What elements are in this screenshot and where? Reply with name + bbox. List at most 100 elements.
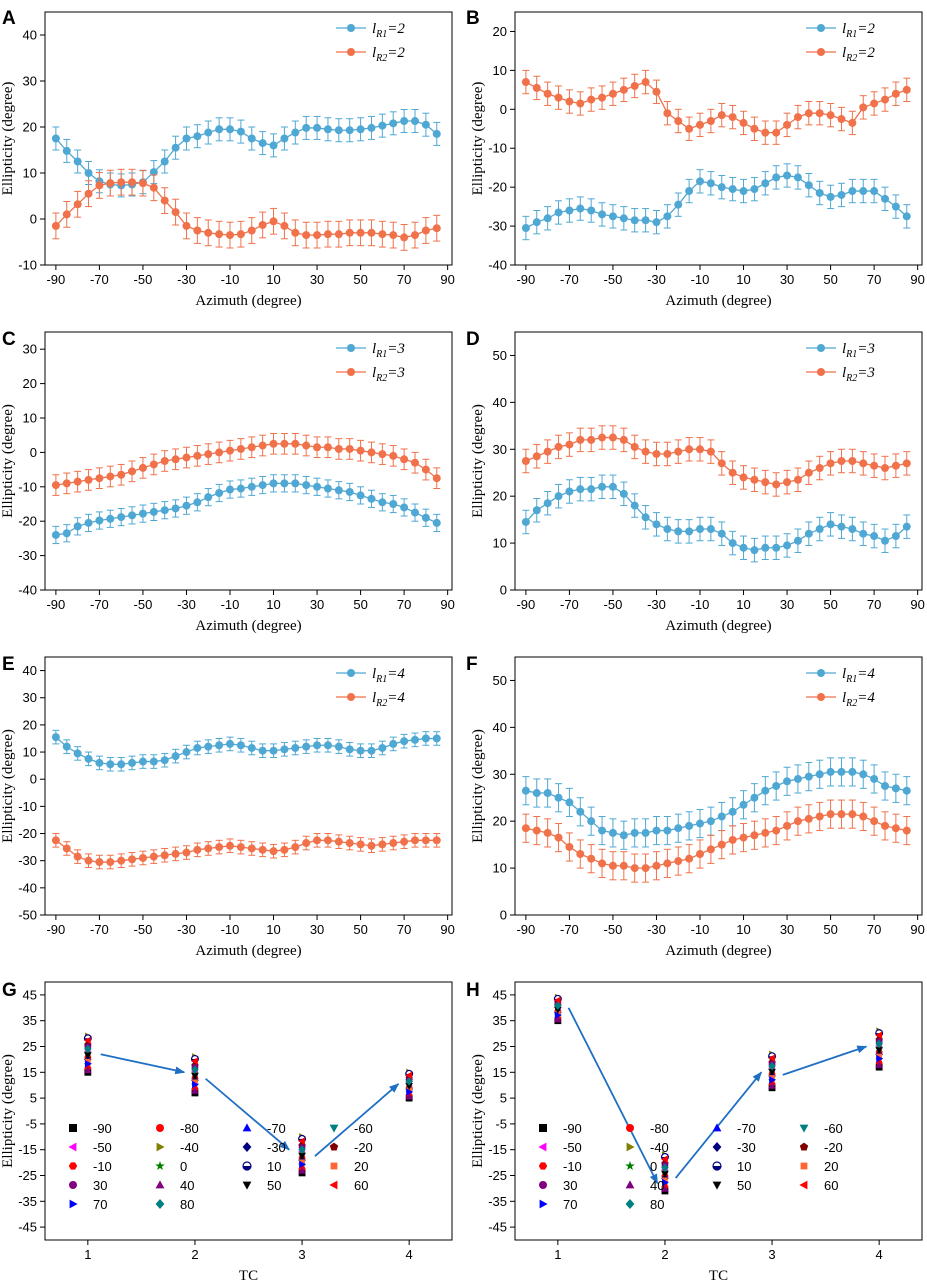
y-tick-label-B: 0	[500, 102, 507, 117]
trend-arrow-H-1	[674, 1071, 763, 1179]
panel-H: H 1 2 3 4 -45 -35 -25 -15 -5 5 15 25 35 45 TC Ellipticit…	[466, 980, 923, 1280]
data-point	[247, 743, 256, 752]
legend-label-A-0: lR1=2	[372, 21, 405, 40]
data-point	[345, 444, 354, 453]
data-point	[565, 487, 574, 496]
data-point	[302, 123, 311, 132]
scatter-point	[661, 1155, 668, 1163]
data-point	[389, 119, 398, 128]
legend-label-F-1: lR2=4	[842, 690, 875, 709]
legend-label-C-1: lR2=3	[372, 365, 405, 384]
data-point	[128, 758, 137, 767]
legend-symbol	[242, 1123, 252, 1132]
y-tick-label-E: -20	[18, 826, 37, 841]
legend-symbol	[625, 1199, 635, 1209]
x-axis-title-E: Azimuth (degree)	[195, 943, 301, 959]
legend-label: -60	[824, 1121, 843, 1136]
data-point	[750, 124, 759, 133]
x-axis-title-B: Azimuth (degree)	[665, 293, 771, 309]
data-point	[51, 733, 60, 742]
legend-label: 40	[180, 1178, 194, 1193]
panel-label-A: A	[2, 8, 16, 29]
data-point	[696, 819, 704, 828]
data-point	[630, 442, 639, 451]
y-tick-label-B: 10	[493, 63, 507, 78]
scatter-point	[405, 1092, 413, 1100]
panel-C: C -90 -70 -50 -30 -10 10 30 50 70 90 -40 -30 -20 -10 0 1…	[0, 329, 455, 634]
data-point	[95, 474, 104, 483]
y-tick-label-C: -40	[18, 583, 37, 598]
data-point	[532, 452, 541, 461]
data-point	[674, 116, 683, 125]
legend-base: l	[372, 666, 376, 682]
data-point	[554, 833, 563, 842]
data-point	[783, 120, 792, 129]
plot-frame-D	[514, 331, 923, 591]
x-tick-label-E: -90	[46, 922, 65, 937]
data-point	[400, 455, 409, 464]
legend-suffix: =2	[857, 21, 875, 37]
y-tick-label-F: 10	[493, 861, 507, 876]
data-point	[313, 123, 322, 132]
legend-label: -10	[563, 1159, 582, 1174]
scatter-point	[769, 1076, 776, 1084]
x-tick-label-F: 50	[823, 922, 837, 937]
data-point	[160, 196, 169, 205]
data-point	[138, 179, 147, 188]
data-point	[400, 837, 409, 846]
legend-label: 30	[93, 1178, 107, 1193]
y-tick-label-H: 15	[493, 1065, 507, 1080]
data-point	[73, 157, 82, 166]
data-point	[706, 179, 715, 188]
data-point	[432, 518, 441, 527]
y-tick-label-G: 25	[23, 1039, 37, 1054]
legend-marker-A-1	[347, 48, 355, 56]
scatter-point	[298, 1137, 305, 1145]
data-point	[717, 812, 726, 821]
data-point	[323, 443, 332, 452]
scatter-point	[298, 1145, 306, 1154]
legend-marker-A-0	[347, 24, 355, 32]
legend-marker-E-0	[347, 669, 355, 677]
panel-E: E -90 -70 -50 -30 -10 10 30 50 70 90 -50 -40 -30 -20 -1…	[0, 654, 455, 959]
x-tick-label-A: 30	[310, 272, 324, 287]
data-point	[608, 861, 617, 870]
data-point	[652, 87, 661, 96]
data-point	[226, 231, 234, 240]
data-point	[291, 479, 300, 488]
data-point	[793, 817, 802, 826]
x-tick-label-F: 90	[910, 922, 924, 937]
data-point	[891, 461, 900, 470]
legend-suffix: =4	[387, 690, 405, 706]
data-point	[543, 789, 552, 798]
data-point	[565, 206, 574, 215]
plot-frame-C	[44, 331, 453, 591]
y-tick-label-F: 50	[493, 673, 507, 688]
x-tick-label-E: -70	[90, 922, 109, 937]
data-point	[663, 859, 672, 868]
legend-base: l	[372, 365, 376, 381]
y-tick-label-C: -30	[18, 548, 37, 563]
data-point	[258, 220, 267, 229]
plot-frame-A	[44, 11, 453, 266]
data-point	[73, 477, 82, 486]
x-tick-label-G: 1	[84, 1247, 91, 1262]
data-point	[117, 856, 126, 865]
y-tick-label-B: -20	[488, 180, 507, 195]
data-point	[641, 513, 650, 522]
data-point	[182, 453, 191, 462]
x-tick-label-E: 90	[440, 922, 454, 937]
y-tick-label-D: 40	[493, 395, 507, 410]
panel-B: B -90 -70 -50 -30 -10 10 30 50 70 90 -40 -30 -20 -10 0 1…	[466, 8, 925, 309]
series-F-1	[521, 799, 911, 883]
scatter-point	[191, 1065, 199, 1074]
trend-arrow-G-2	[314, 1083, 400, 1157]
data-point	[73, 749, 82, 758]
data-point	[149, 507, 158, 516]
data-point	[226, 125, 234, 134]
data-point	[128, 178, 137, 187]
y-tick-label-H: -25	[488, 1168, 507, 1183]
legend-symbol	[242, 1181, 252, 1190]
data-point	[652, 520, 661, 529]
series-C-1	[51, 432, 441, 496]
